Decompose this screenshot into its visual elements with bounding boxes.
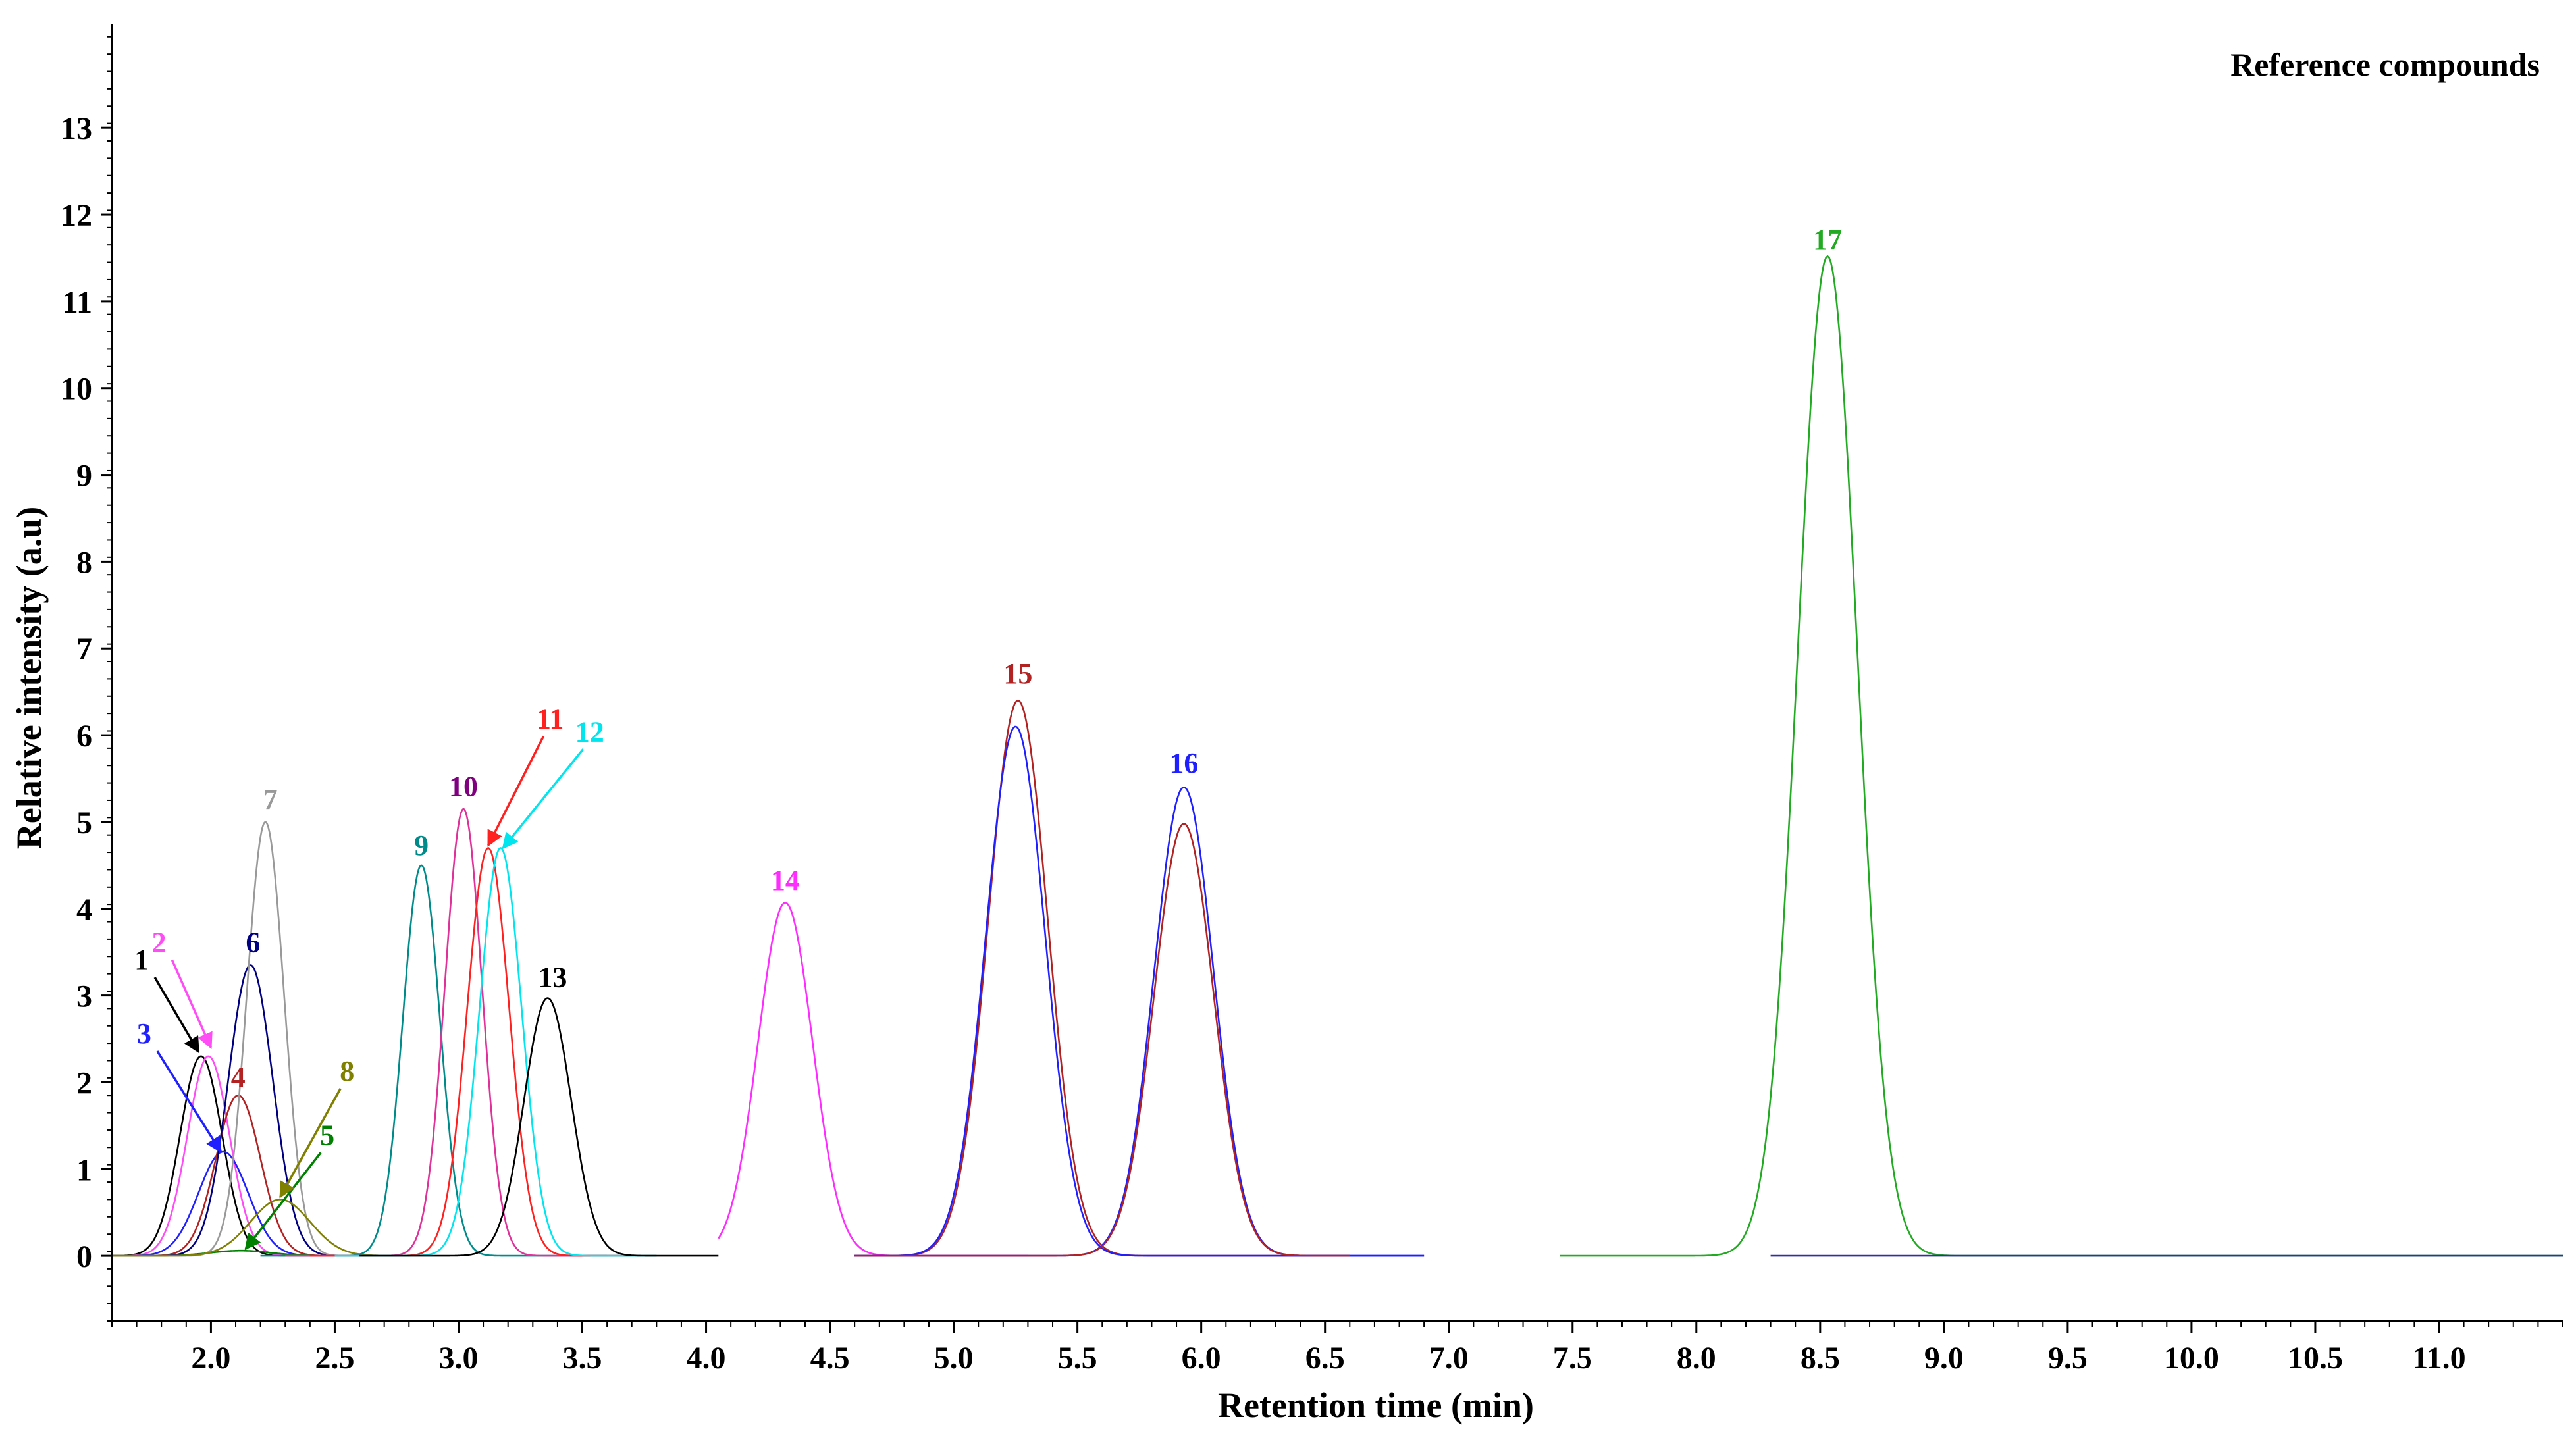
x-tick-label: 3.5: [563, 1341, 602, 1376]
peak-label-12: 12: [575, 715, 604, 748]
peak-label-13: 13: [538, 961, 567, 993]
y-tick-label: 10: [61, 372, 92, 407]
peak-label-5: 5: [320, 1119, 334, 1151]
peak-arrow-11: [487, 735, 545, 847]
x-tick-label: 2.0: [191, 1341, 230, 1376]
peak-label-2: 2: [151, 927, 166, 959]
y-tick-label: 11: [63, 285, 92, 320]
peak-label-3: 3: [137, 1018, 151, 1050]
peak-label-10: 10: [449, 770, 478, 802]
y-tick-label: 12: [61, 198, 92, 233]
x-tick-label: 5.5: [1058, 1341, 1097, 1376]
y-tick-label: 6: [76, 719, 92, 754]
peak-label-11: 11: [537, 703, 564, 735]
peak-label-16: 16: [1169, 747, 1198, 779]
chart-annotation-title: Reference compounds: [2230, 46, 2540, 83]
x-tick-label: 3.0: [438, 1341, 478, 1376]
peak-arrow-3: [156, 1050, 222, 1153]
y-tick-label: 1: [76, 1152, 92, 1187]
x-tick-label: 8.0: [1677, 1341, 1716, 1376]
y-tick-label: 4: [76, 892, 92, 927]
peak-label-4: 4: [231, 1061, 246, 1093]
x-tick-label: 11.0: [2412, 1341, 2465, 1376]
peak-label-6: 6: [246, 927, 260, 959]
x-axis-title: Retention time (min): [1218, 1385, 1534, 1425]
x-tick-label: 6.0: [1182, 1341, 1221, 1376]
peaks-layer: [112, 255, 2563, 1257]
y-tick-label: 8: [76, 545, 92, 580]
y-tick-label: 3: [76, 979, 92, 1014]
y-tick-label: 2: [76, 1066, 92, 1100]
peak-label-9: 9: [414, 829, 429, 862]
x-tick-label: 10.5: [2288, 1341, 2343, 1376]
peak-label-1: 1: [134, 944, 149, 976]
peak-arrow-8: [279, 1087, 342, 1199]
y-tick-label: 5: [76, 806, 92, 840]
x-tick-label: 6.5: [1305, 1341, 1345, 1376]
y-axis-title: Relative intensity (a.u): [9, 507, 49, 849]
series-line-16b: [854, 823, 1350, 1257]
x-tick-label: 8.5: [1801, 1341, 1840, 1376]
y-tick-label: 9: [76, 459, 92, 494]
peak-arrow-12: [502, 748, 585, 850]
peak-label-17: 17: [1813, 224, 1842, 256]
peak-arrow-1: [153, 977, 200, 1054]
x-tick-label: 10.0: [2164, 1341, 2219, 1376]
x-tick-label: 5.0: [934, 1341, 974, 1376]
peak-label-15: 15: [1003, 658, 1032, 690]
series-line-13: [359, 997, 719, 1257]
x-tick-label: 4.5: [810, 1341, 850, 1376]
y-tick-label: 0: [76, 1239, 92, 1274]
x-tick-label: 2.5: [315, 1341, 354, 1376]
peak-label-7: 7: [263, 783, 278, 815]
y-tick-label: 13: [61, 111, 92, 146]
x-tick-label: 9.5: [2048, 1341, 2088, 1376]
x-tick-label: 4.0: [687, 1341, 726, 1376]
x-tick-label: 9.0: [1924, 1341, 1964, 1376]
x-tick-label: 7.0: [1429, 1341, 1469, 1376]
x-tick-label: 7.5: [1553, 1341, 1592, 1376]
peak-arrow-5: [244, 1152, 322, 1251]
peak-label-8: 8: [340, 1055, 354, 1087]
peak-label-14: 14: [771, 864, 800, 896]
y-tick-label: 7: [76, 632, 92, 667]
peak-arrow-2: [171, 959, 213, 1049]
